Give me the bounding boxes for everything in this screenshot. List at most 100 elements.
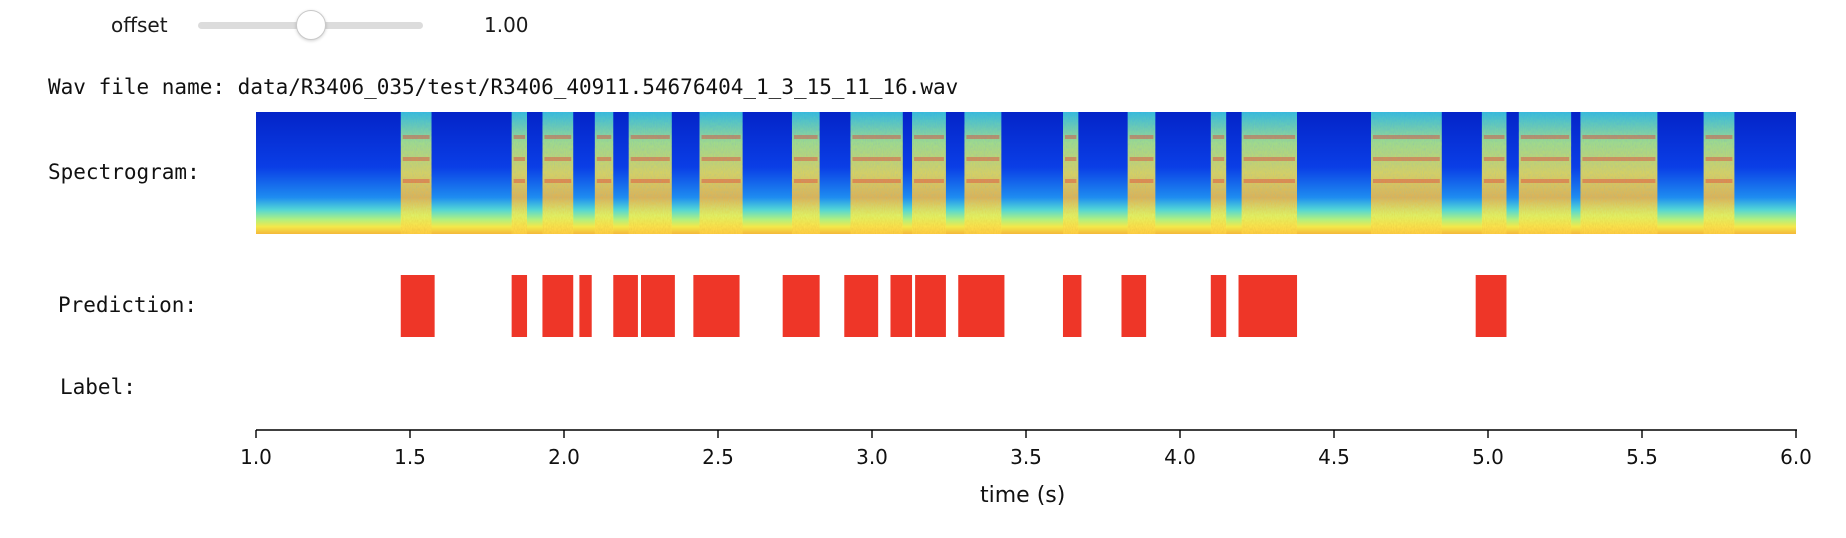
- spectrogram-active-region: [1062, 112, 1079, 234]
- spectrogram-energy-streak: [1064, 135, 1077, 139]
- spectrogram-active-region: [594, 112, 614, 234]
- prediction-segment: [915, 275, 946, 337]
- spectrogram-active-region: [1703, 112, 1735, 234]
- spectrogram-row-label: Spectrogram:: [48, 160, 200, 184]
- spectrogram-energy-streak: [1064, 179, 1077, 183]
- offset-slider-handle[interactable]: [295, 10, 326, 40]
- spectrogram-energy-streak: [1243, 135, 1296, 139]
- spectrogram-active-region: [1210, 112, 1227, 234]
- spectrogram-energy-streak: [596, 179, 612, 183]
- spectrogram-energy-streak: [701, 157, 741, 161]
- x-axis-title: time (s): [980, 483, 1066, 508]
- spectrogram-energy-streak: [852, 135, 901, 139]
- spectrogram-energy-streak: [402, 157, 430, 161]
- prediction-segment: [1238, 275, 1298, 337]
- spectrogram-energy-streak: [513, 157, 526, 161]
- prediction-segment: [844, 275, 879, 337]
- prediction-segment: [890, 275, 913, 337]
- spectrogram-energy-streak: [966, 157, 1000, 161]
- prediction-segment: [1475, 275, 1507, 337]
- spectrogram-energy-streak: [630, 179, 670, 183]
- spectrogram-energy-streak: [1520, 135, 1570, 139]
- spectrogram-energy-streak: [1243, 157, 1296, 161]
- spectrogram-energy-streak: [1520, 157, 1570, 161]
- spectrogram-energy-streak: [544, 135, 572, 139]
- spectrogram-energy-streak: [544, 179, 572, 183]
- spectrogram-active-region: [1127, 112, 1156, 234]
- spectrogram-active-region: [1241, 112, 1298, 234]
- time-axis: 1.0 1.5 2.0 2.5 3.0 3.5 4.0 4.5 5.0 5.5 6.0: [240, 429, 1812, 469]
- spectrogram-energy-streak: [1372, 135, 1440, 139]
- prediction-segment: [1210, 275, 1227, 337]
- spectrogram-energy-streak: [1372, 157, 1440, 161]
- spectrogram-energy-streak: [1705, 157, 1733, 161]
- spectrogram-energy-streak: [513, 179, 526, 183]
- spectrogram-energy-streak: [1212, 179, 1225, 183]
- spectrogram-active-region: [400, 112, 432, 234]
- spectrogram-image: [256, 112, 1796, 234]
- wav-file-name: Wav file name: data/R3406_035/test/R3406…: [48, 75, 958, 99]
- spectrogram-active-region: [1518, 112, 1572, 234]
- spectrogram-energy-streak: [1483, 135, 1505, 139]
- spectrogram-energy-streak: [402, 135, 430, 139]
- spectrogram-energy-streak: [793, 135, 818, 139]
- prediction-segment: [782, 275, 820, 337]
- spectrogram-energy-streak: [966, 179, 1000, 183]
- spectrogram-energy-streak: [701, 179, 741, 183]
- x-tick-label: 6.0: [1780, 445, 1812, 469]
- spectrogram-energy-streak: [701, 135, 741, 139]
- spectrogram-energy-streak: [914, 179, 944, 183]
- x-tick-label: 2.5: [702, 445, 734, 469]
- spectrogram-energy-streak: [1129, 179, 1154, 183]
- prediction-track: [400, 275, 1507, 337]
- spectrogram-active-region: [1370, 112, 1442, 234]
- spectrogram-energy-streak: [966, 135, 1000, 139]
- x-tick-label: 3.5: [1010, 445, 1042, 469]
- spectrogram-active-region: [850, 112, 903, 234]
- prediction-segment: [542, 275, 574, 337]
- spectrogram-energy-streak: [1483, 157, 1505, 161]
- spectrogram-energy-streak: [596, 135, 612, 139]
- spectrogram-energy-streak: [852, 179, 901, 183]
- spectrogram-active-region: [1481, 112, 1507, 234]
- spectrogram-energy-streak: [1064, 157, 1077, 161]
- spectrogram-active-region: [1580, 112, 1658, 234]
- slider-value-readout: 1.00: [484, 13, 529, 37]
- spectrogram-energy-streak: [793, 179, 818, 183]
- spectrogram-energy-streak: [1372, 179, 1440, 183]
- wav-file-path: data/R3406_035/test/R3406_40911.54676404…: [237, 75, 959, 99]
- prediction-segment: [400, 275, 435, 337]
- prediction-segment: [641, 275, 675, 337]
- spectrogram-energy-streak: [852, 157, 901, 161]
- spectrogram-energy-streak: [596, 157, 612, 161]
- spectrogram-energy-streak: [513, 135, 526, 139]
- spectrogram-energy-streak: [1705, 179, 1733, 183]
- x-tick-label: 5.5: [1626, 445, 1658, 469]
- x-tick-label: 4.0: [1164, 445, 1196, 469]
- spectrogram-energy-streak: [1212, 157, 1225, 161]
- spectrogram-energy-streak: [1520, 179, 1570, 183]
- spectrogram-energy-streak: [793, 157, 818, 161]
- x-tick-label: 1.5: [394, 445, 426, 469]
- spectrogram-energy-streak: [1582, 135, 1656, 139]
- spectrogram-energy-streak: [1243, 179, 1296, 183]
- spectrogram-energy-streak: [1705, 135, 1733, 139]
- spectrogram-energy-streak: [914, 135, 944, 139]
- spectrogram-active-region: [791, 112, 820, 234]
- spectrogram-energy-streak: [544, 157, 572, 161]
- slider-description: offset: [111, 13, 168, 37]
- wav-file-caption: Wav file name:: [48, 75, 226, 99]
- spectrogram-active-region: [699, 112, 743, 234]
- prediction-segment: [1062, 275, 1082, 337]
- spectrogram-active-region: [964, 112, 1002, 234]
- spectrogram-energy-streak: [1582, 179, 1656, 183]
- prediction-segment: [1121, 275, 1147, 337]
- spectrogram-energy-streak: [1483, 179, 1505, 183]
- spectrogram-active-region: [511, 112, 528, 234]
- prediction-segment: [958, 275, 1005, 337]
- x-tick-label: 3.0: [856, 445, 888, 469]
- spectrogram-active-region: [912, 112, 946, 234]
- offset-slider-widget: offset 1.00: [0, 0, 1846, 52]
- prediction-row-label: Prediction:: [58, 293, 198, 317]
